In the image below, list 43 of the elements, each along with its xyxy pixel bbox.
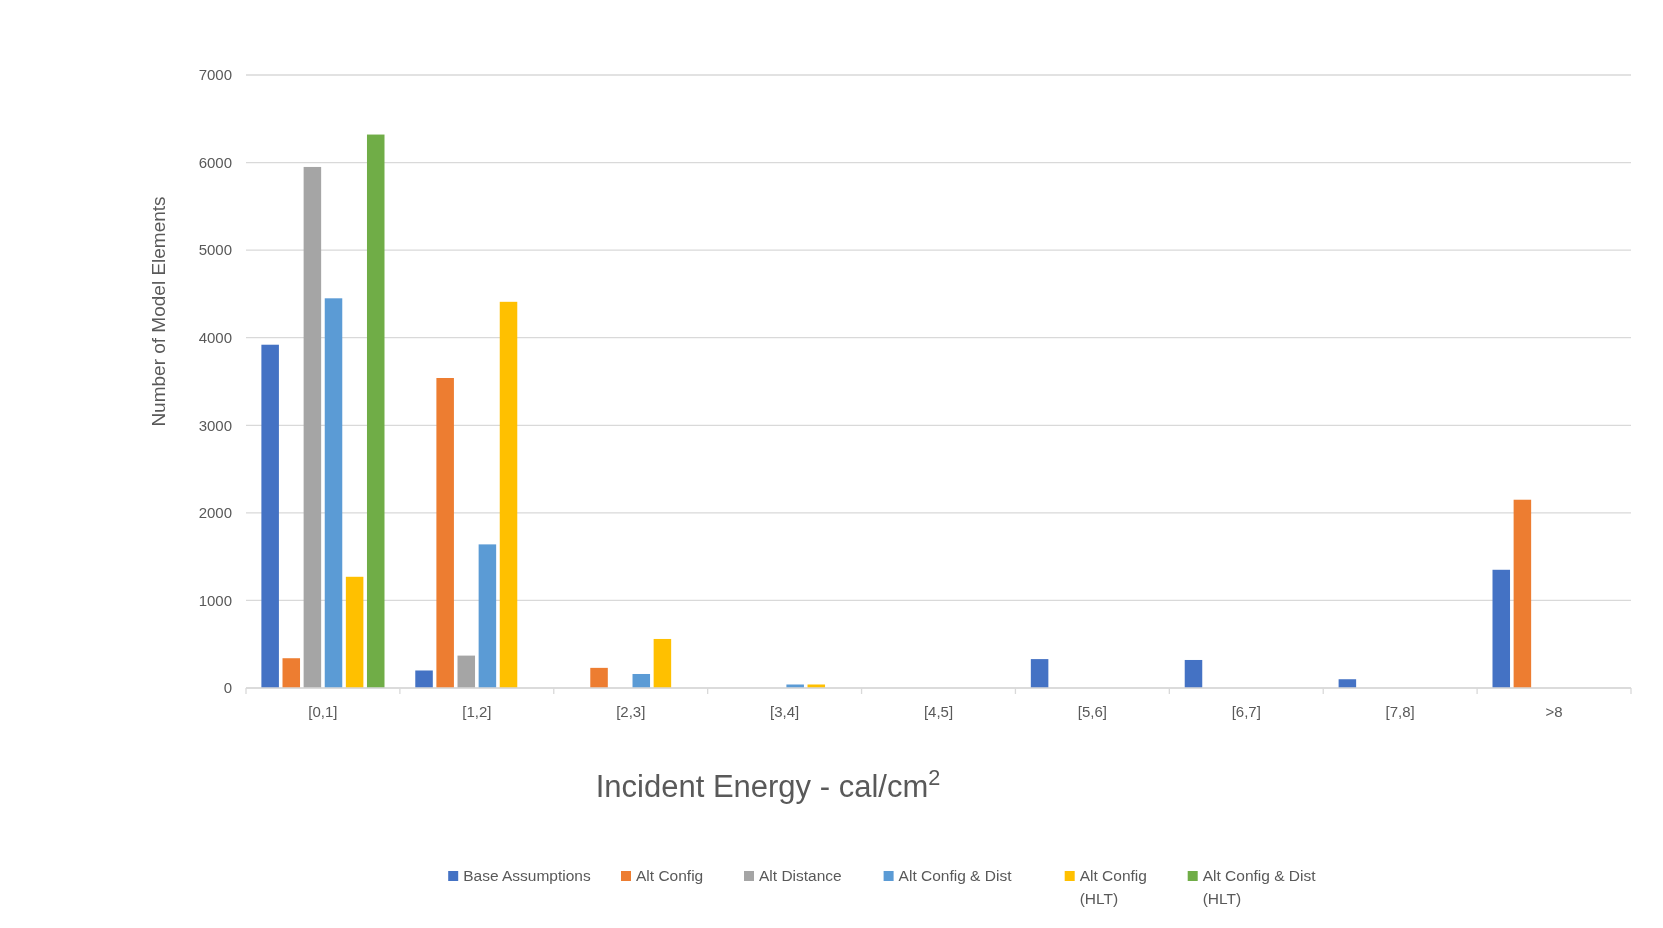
bar — [303, 166, 322, 688]
bar — [1184, 659, 1203, 688]
bar — [653, 638, 672, 688]
bar — [1492, 569, 1511, 688]
x-tick-label: [3,4] — [770, 703, 800, 720]
x-tick-label: [0,1] — [308, 703, 338, 720]
bar — [324, 298, 343, 688]
x-axis-title: Incident Energy - cal/cm$^{2}$ — [595, 764, 941, 804]
x-tick-label: [4,5] — [923, 703, 954, 720]
x-tick-label: [2,3] — [616, 703, 646, 720]
x-tick-label: [1,2] — [462, 703, 492, 720]
bar — [415, 670, 433, 688]
bar — [1030, 659, 1049, 688]
x-tick-label: [6,7] — [1231, 703, 1261, 720]
y-tick-label: 2000 — [198, 504, 232, 522]
y-tick-label: 0 — [223, 679, 232, 697]
x-tick-label: [5,6] — [1077, 703, 1107, 720]
bar — [499, 301, 518, 688]
y-tick-label: 3000 — [198, 416, 232, 434]
legend-label: Alt Config (HLT) — [1079, 867, 1147, 907]
bar — [345, 576, 364, 688]
y-tick-label: 6000 — [198, 153, 232, 171]
bar — [366, 134, 385, 688]
bar — [436, 378, 454, 688]
bar — [590, 667, 608, 688]
x-tick-label: >8 — [1545, 703, 1563, 720]
legend-label: Alt Config — [636, 867, 704, 884]
legend-label: Alt Config & Dist — [898, 867, 1013, 884]
y-tick-label: 7000 — [198, 66, 232, 84]
x-tick-label: [7,8] — [1385, 703, 1415, 720]
legend-label: Alt Distance — [759, 867, 842, 884]
legend-label: Base Assumptions — [463, 867, 591, 884]
bar — [282, 658, 301, 688]
legend-label: Alt Config & Dist (HLT) — [1202, 867, 1317, 907]
bar — [478, 544, 497, 688]
bar — [632, 673, 651, 688]
bar — [457, 655, 476, 688]
y-axis-title: Number of Model Elements — [148, 196, 169, 427]
y-tick-label: 5000 — [198, 241, 232, 259]
bar — [1513, 499, 1532, 688]
y-tick-label: 1000 — [198, 591, 232, 609]
y-tick-label: 4000 — [198, 328, 232, 346]
bar — [261, 344, 279, 688]
